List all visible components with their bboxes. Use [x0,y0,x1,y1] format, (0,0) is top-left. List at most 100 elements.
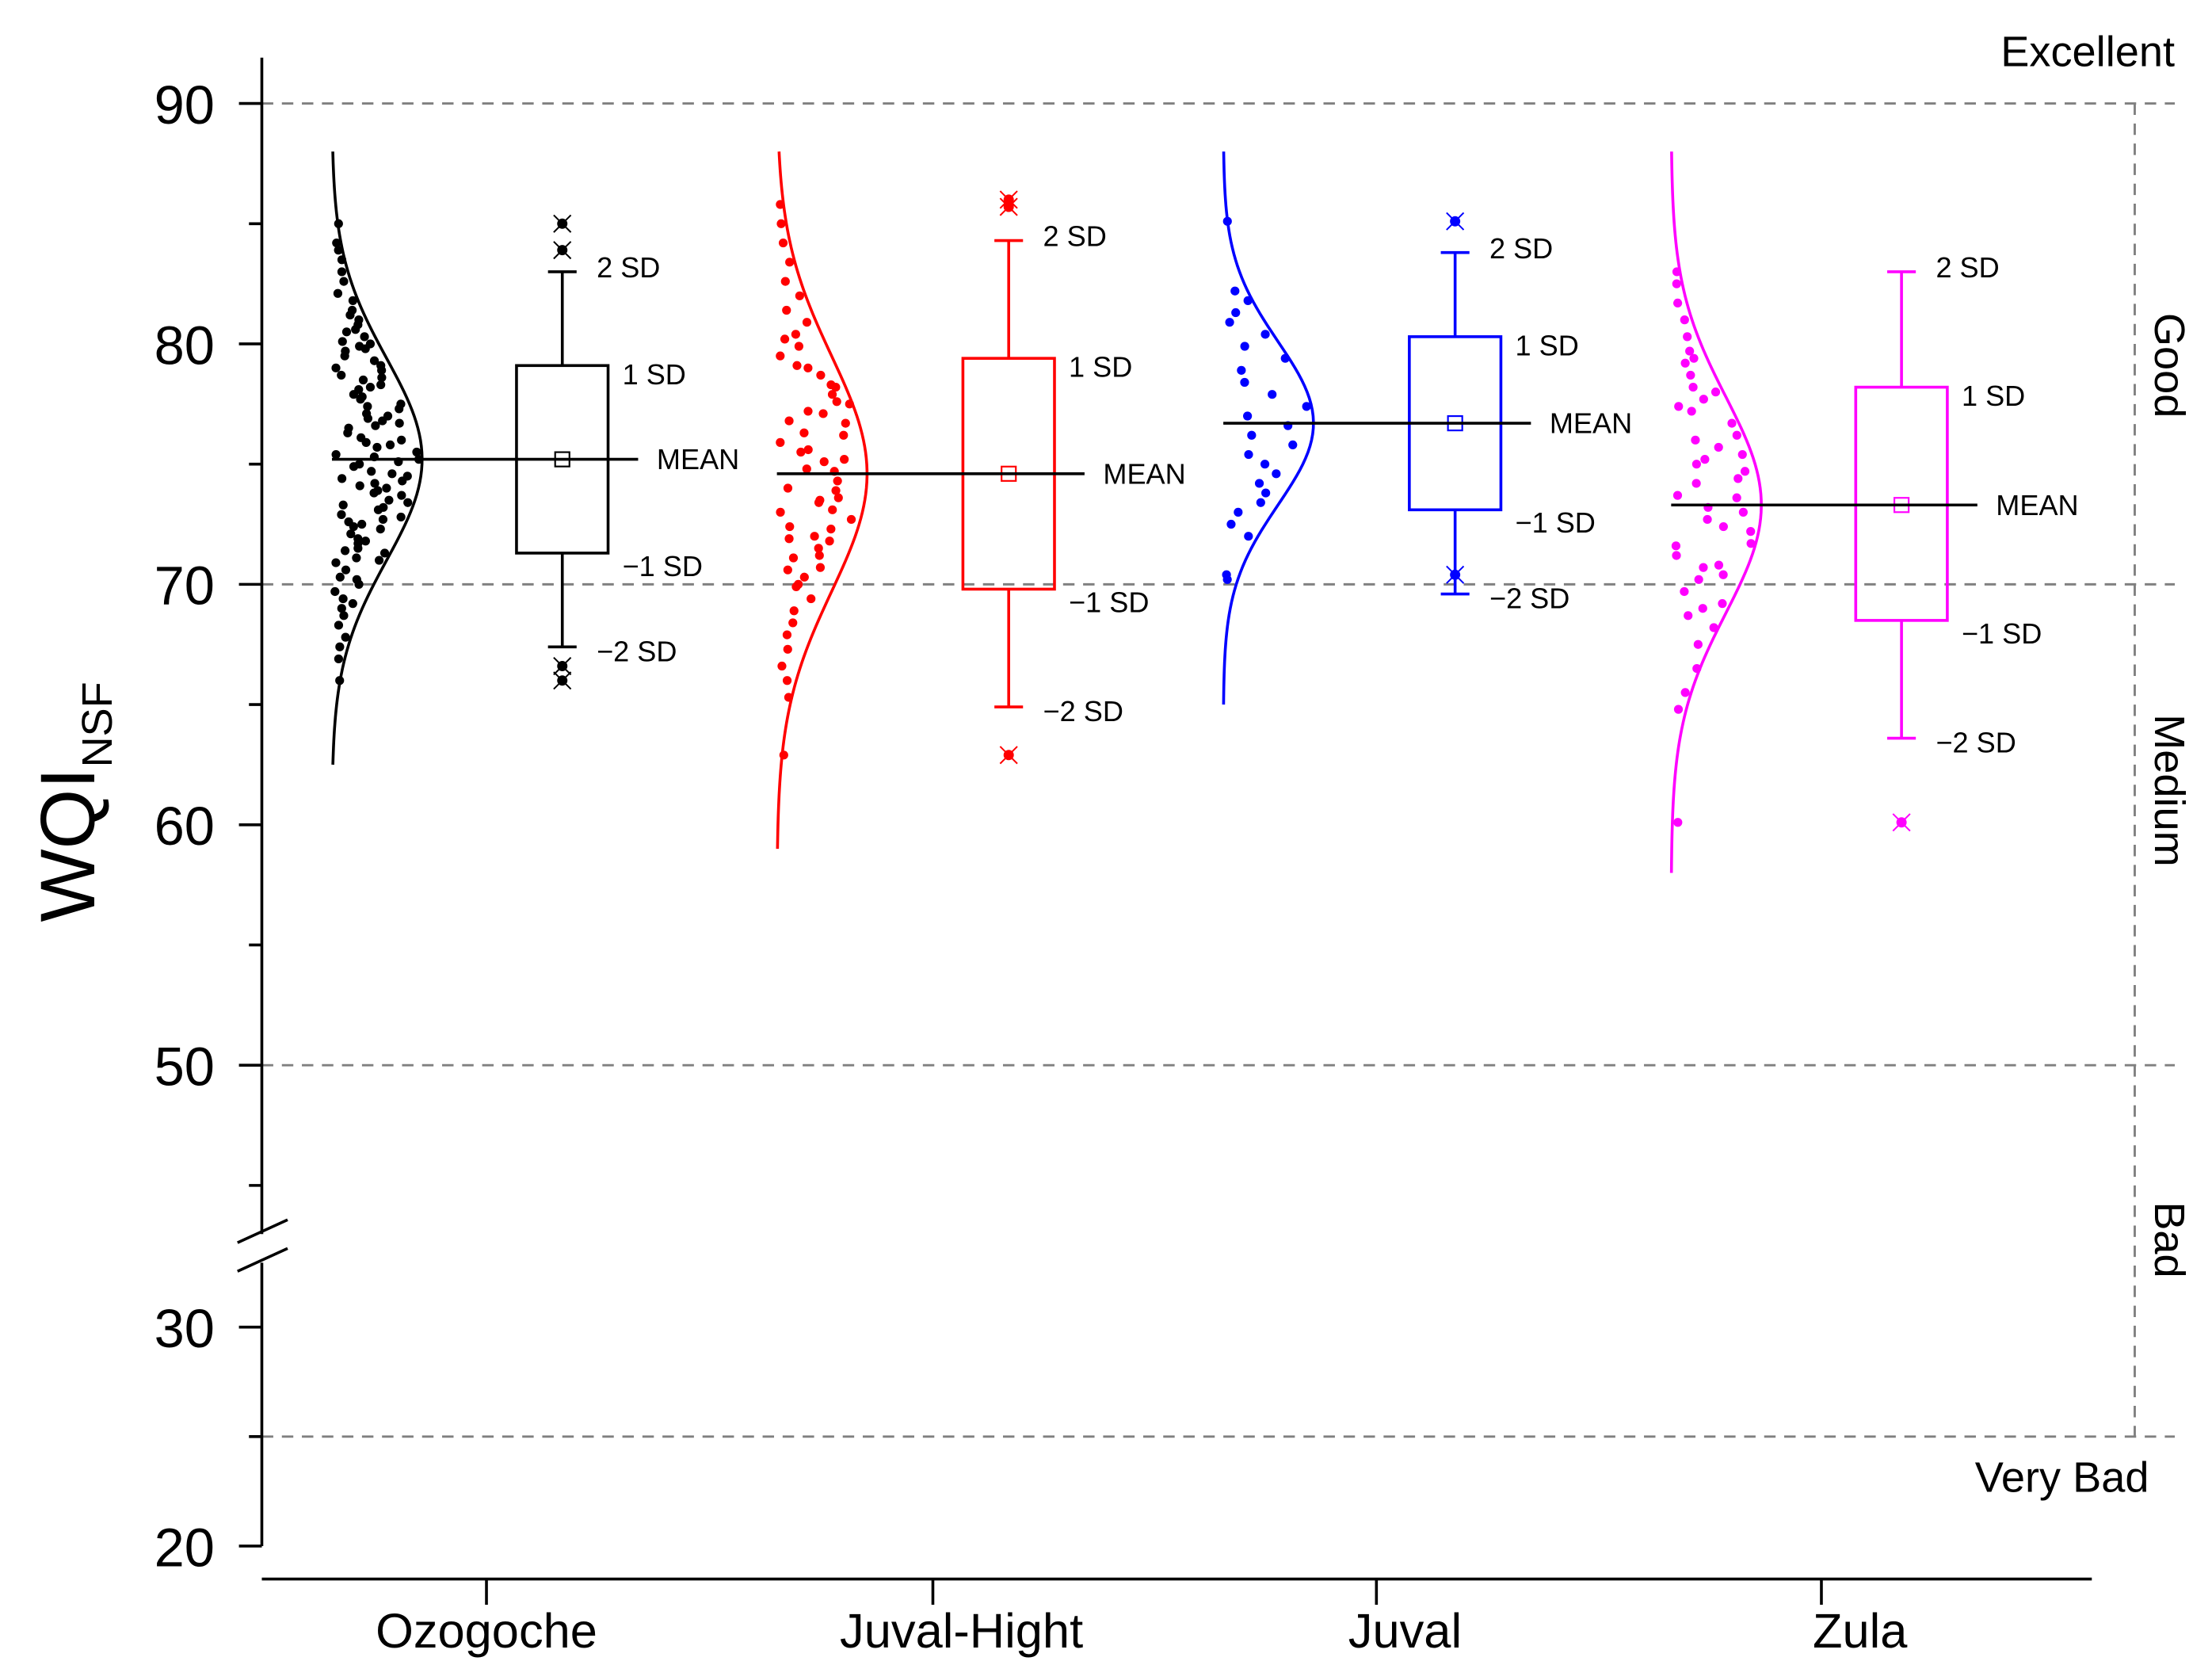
data-point [365,382,376,392]
axis-break-mark [237,1218,288,1244]
data-point [839,430,849,440]
data-point [398,476,407,486]
group-juval: 2 SD 1 SD MEAN −1 SD −2 SD [1222,151,1632,705]
data-point [789,606,799,616]
y-tick-label: 80 [154,315,215,376]
data-point [827,390,837,399]
sd1-high-label: 1 SD [623,358,686,391]
data-point [1727,418,1737,428]
data-point [1254,479,1264,488]
data-point [840,455,849,464]
data-point [365,339,376,349]
data-point [777,661,787,671]
sd1-high-label: 1 SD [1516,329,1579,361]
data-point [788,553,799,563]
x-tick-label: Ozogoche [376,1604,597,1659]
data-point [1740,467,1750,476]
data-point [1680,358,1690,368]
category-label-excellent: Excellent [2000,29,2175,76]
y-tick-label: 50 [154,1036,215,1097]
data-point [1234,507,1243,517]
data-point [403,498,413,507]
data-point [378,514,388,525]
data-point [776,351,785,361]
data-point [352,575,361,584]
data-point [776,507,785,517]
data-point [783,644,792,654]
data-point [338,337,347,346]
data-point [776,437,785,447]
sd2-high-label: 2 SD [1489,232,1553,265]
data-point [1237,365,1246,375]
data-point [376,380,386,390]
data-point [1671,541,1681,551]
axis-break-mark [237,1247,288,1273]
data-point [776,219,786,228]
data-point [1699,563,1708,572]
data-point [788,618,798,628]
mean-label: MEAN [1103,457,1185,490]
data-point [1689,353,1699,363]
data-point [334,219,343,228]
data-point [397,435,406,445]
data-point [331,558,341,567]
data-point [780,277,790,286]
distribution-curve [1669,151,1763,873]
data-point [1302,402,1311,411]
data-point [343,428,353,437]
data-point [372,442,382,452]
data-point [1718,521,1728,532]
data-point [826,524,836,534]
data-point [1685,346,1695,356]
data-point [1230,286,1240,296]
data-point [1680,315,1689,325]
data-point [1240,342,1249,351]
data-point [360,332,369,342]
data-point [369,356,379,365]
data-point [339,277,349,286]
data-point [1700,455,1710,464]
data-point [338,594,348,604]
data-point [341,632,350,642]
data-point [785,258,795,267]
data-point [1746,539,1756,548]
data-point [346,529,356,539]
data-point [845,399,854,409]
data-point [331,449,341,460]
y-axis-title: WQINSF [25,682,121,922]
data-point [1260,460,1270,469]
data-point [357,392,367,402]
data-point [371,421,380,430]
data-point [814,544,823,553]
data-point [825,536,834,546]
sd1-high-label: 1 SD [1069,351,1132,384]
outlier-cross [1892,813,1911,832]
data-point [335,642,345,651]
y-tick-label: 90 [154,74,215,136]
category-label-bad: Bad [2145,1201,2193,1277]
data-point [816,370,826,380]
data-point [1698,604,1707,613]
data-point [335,676,345,685]
data-point [360,536,371,546]
axes [237,57,2092,1606]
data-point [814,551,824,560]
data-point [782,676,792,685]
data-point [352,553,361,563]
data-point [1240,377,1249,388]
data-point [337,370,346,380]
data-point [832,397,841,407]
data-point [395,418,404,428]
mean-label: MEAN [1996,489,2078,521]
data-point [1261,488,1271,498]
data-point [791,330,800,339]
data-point [828,505,837,514]
data-point [1684,611,1693,620]
outlier-cross [553,241,572,260]
x-tick-label: Zula [1813,1604,1908,1659]
data-point [335,572,345,582]
data-point [374,556,384,565]
data-point [345,310,355,320]
data-point [383,411,393,421]
